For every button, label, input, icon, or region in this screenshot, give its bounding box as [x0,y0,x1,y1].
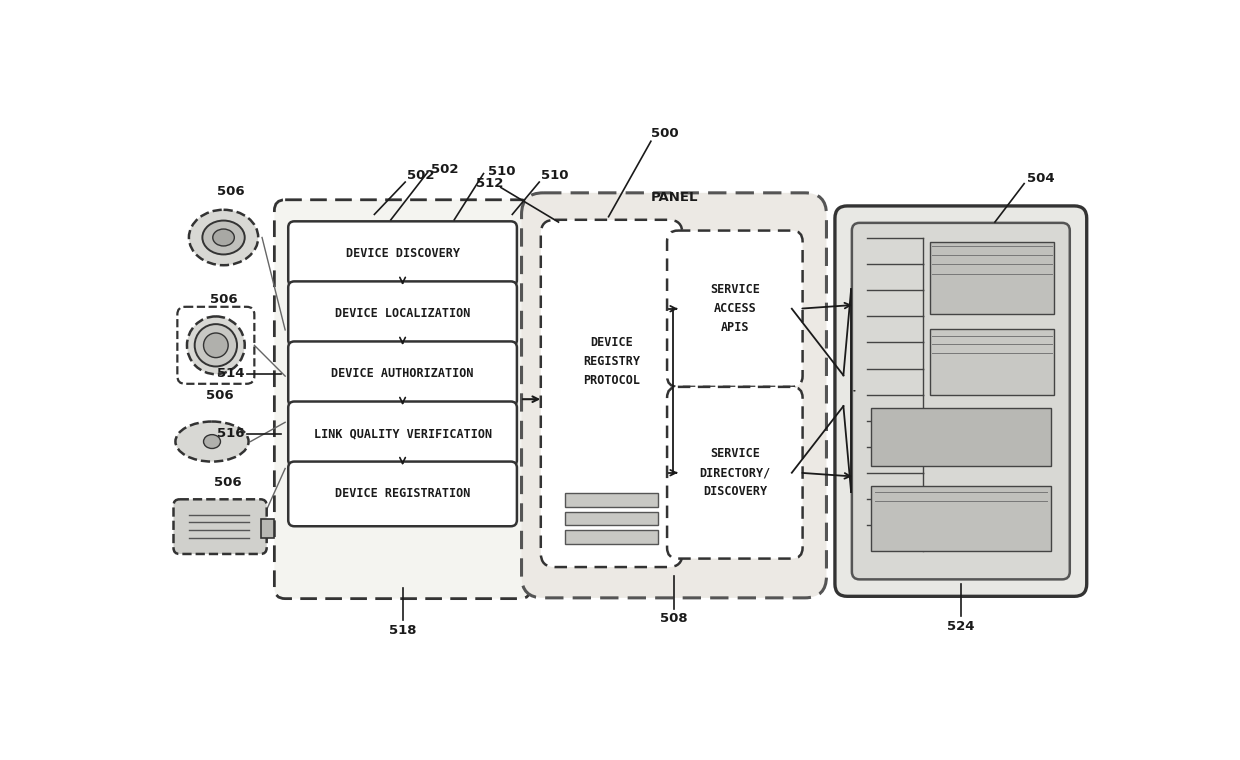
FancyBboxPatch shape [288,401,517,466]
FancyBboxPatch shape [274,200,531,599]
Text: 500: 500 [651,127,678,140]
Text: SERVICE
DIRECTORY/
DISCOVERY: SERVICE DIRECTORY/ DISCOVERY [699,447,770,499]
Bar [565,511,658,525]
Ellipse shape [203,333,228,358]
Text: DEVICE REGISTRATION: DEVICE REGISTRATION [335,487,470,500]
Text: DEVICE LOCALIZATION: DEVICE LOCALIZATION [335,307,470,320]
FancyBboxPatch shape [667,230,802,387]
Bar [930,330,1054,394]
FancyBboxPatch shape [667,387,802,559]
Text: 506: 506 [206,389,233,402]
FancyBboxPatch shape [174,499,267,554]
Ellipse shape [202,220,244,255]
Ellipse shape [195,324,237,366]
Text: DEVICE DISCOVERY: DEVICE DISCOVERY [346,247,460,260]
FancyBboxPatch shape [288,281,517,346]
Text: 510: 510 [489,165,516,178]
Bar [930,242,1054,314]
Bar [872,407,1050,467]
FancyBboxPatch shape [541,220,682,567]
Text: DEVICE
REGISTRY
PROTOCOL: DEVICE REGISTRY PROTOCOL [583,336,640,387]
Text: 506: 506 [210,293,237,306]
FancyBboxPatch shape [835,206,1086,597]
Text: 502: 502 [407,169,434,182]
Text: DEVICE AUTHORIZATION: DEVICE AUTHORIZATION [331,367,474,380]
FancyBboxPatch shape [522,193,826,598]
Text: 512: 512 [475,177,503,190]
Ellipse shape [203,435,221,448]
Text: 516: 516 [217,427,246,440]
FancyBboxPatch shape [852,223,1070,579]
Ellipse shape [213,229,234,246]
Text: 508: 508 [660,612,688,625]
FancyBboxPatch shape [288,221,517,286]
FancyBboxPatch shape [288,341,517,406]
Text: 514: 514 [217,367,246,380]
Ellipse shape [188,210,258,265]
Text: 524: 524 [947,620,975,633]
Bar [872,486,1050,551]
Ellipse shape [187,316,244,374]
Text: 506: 506 [213,476,242,489]
Bar [260,519,274,538]
Text: 504: 504 [1027,172,1055,185]
FancyBboxPatch shape [288,461,517,526]
Text: PANEL: PANEL [650,191,698,204]
Text: LINK QUALITY VERIFICATION: LINK QUALITY VERIFICATION [314,427,491,440]
Bar [565,493,658,507]
Text: 506: 506 [217,185,246,198]
Text: 502: 502 [432,163,459,176]
Text: SERVICE
ACCESS
APIS: SERVICE ACCESS APIS [709,283,760,334]
Text: 510: 510 [541,169,568,182]
Text: 518: 518 [389,624,417,637]
Ellipse shape [175,422,248,461]
Bar [565,530,658,544]
